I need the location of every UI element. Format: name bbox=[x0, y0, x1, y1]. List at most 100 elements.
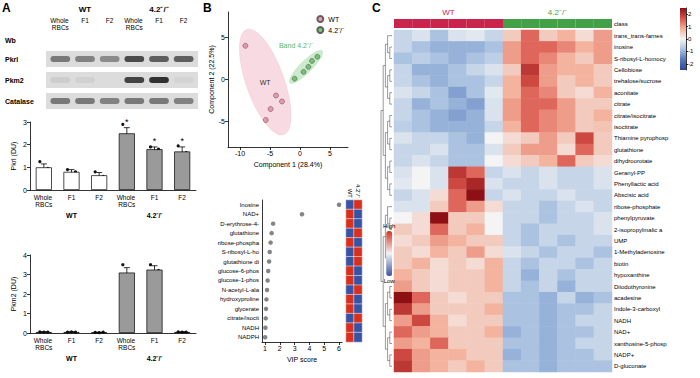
svg-text:-1: -1 bbox=[688, 48, 694, 54]
svg-text:0: 0 bbox=[298, 150, 302, 157]
svg-text:B: B bbox=[203, 1, 212, 15]
svg-text:4.2⁻/⁻: 4.2⁻/⁻ bbox=[355, 184, 361, 198]
svg-text:trehalose/sucrose: trehalose/sucrose bbox=[614, 78, 662, 84]
svg-text:F2: F2 bbox=[180, 17, 188, 24]
svg-text:glucose-1-phos: glucose-1-phos bbox=[218, 277, 259, 283]
svg-text:5: 5 bbox=[221, 34, 225, 41]
svg-text:WT: WT bbox=[260, 79, 272, 86]
svg-text:NAD+: NAD+ bbox=[614, 329, 631, 335]
svg-text:NADPH: NADPH bbox=[238, 334, 259, 340]
svg-text:S-ribosyl-L-homocy: S-ribosyl-L-homocy bbox=[614, 56, 666, 62]
svg-text:1: 1 bbox=[688, 24, 692, 30]
svg-text:4.2⁻/⁻: 4.2⁻/⁻ bbox=[548, 8, 567, 17]
svg-text:*: * bbox=[180, 136, 184, 146]
svg-text:RBCs: RBCs bbox=[35, 344, 53, 351]
svg-text:1: 1 bbox=[23, 164, 27, 171]
svg-text:4.2⁻/⁻: 4.2⁻/⁻ bbox=[147, 355, 164, 362]
svg-text:*: * bbox=[125, 117, 129, 127]
svg-text:glutathione: glutathione bbox=[230, 230, 260, 236]
svg-text:acadesine: acadesine bbox=[614, 295, 642, 301]
svg-text:RBCs: RBCs bbox=[118, 201, 136, 208]
svg-text:Phenyllactic acid: Phenyllactic acid bbox=[614, 181, 659, 187]
svg-text:Low: Low bbox=[384, 278, 396, 284]
svg-text:xanthosine-5-phosp: xanthosine-5-phosp bbox=[614, 341, 667, 347]
svg-text:Component 1 (28.4%): Component 1 (28.4%) bbox=[254, 161, 322, 169]
svg-text:F1: F1 bbox=[151, 194, 159, 201]
svg-text:Thiamine pyrophosp: Thiamine pyrophosp bbox=[614, 135, 669, 141]
svg-text:Pkm2: Pkm2 bbox=[5, 77, 24, 84]
svg-text:Cellobiose: Cellobiose bbox=[614, 67, 643, 73]
svg-text:4.2⁻/⁻: 4.2⁻/⁻ bbox=[147, 212, 164, 219]
svg-text:F2: F2 bbox=[106, 17, 114, 24]
svg-text:Pkm2 (DU): Pkm2 (DU) bbox=[10, 277, 18, 312]
svg-text:3: 3 bbox=[293, 345, 297, 352]
svg-text:-5: -5 bbox=[267, 150, 273, 157]
svg-text:-2: -2 bbox=[688, 61, 694, 67]
svg-text:1: 1 bbox=[23, 310, 27, 317]
svg-text:F1: F1 bbox=[81, 17, 89, 24]
svg-text:N-acetyl-L-ala: N-acetyl-L-ala bbox=[222, 287, 260, 293]
svg-text:citrate/isocit: citrate/isocit bbox=[227, 315, 259, 321]
svg-text:5: 5 bbox=[328, 150, 332, 157]
svg-text:Abscisic acid: Abscisic acid bbox=[614, 192, 649, 198]
svg-text:F1: F1 bbox=[68, 337, 76, 344]
svg-text:NAD+: NAD+ bbox=[243, 211, 260, 217]
svg-text:hydroxyproline: hydroxyproline bbox=[220, 296, 260, 302]
svg-text:A: A bbox=[2, 1, 11, 15]
svg-text:Whole: Whole bbox=[124, 17, 144, 24]
svg-text:2-isopropylmalic a: 2-isopropylmalic a bbox=[614, 227, 663, 233]
svg-text:dihydroorotate: dihydroorotate bbox=[614, 158, 653, 164]
svg-text:2: 2 bbox=[278, 345, 282, 352]
svg-text:S-ribosyl-L-ho: S-ribosyl-L-ho bbox=[222, 249, 260, 255]
svg-text:Pkrl (DU): Pkrl (DU) bbox=[10, 142, 18, 171]
svg-text:WT: WT bbox=[328, 16, 340, 23]
svg-text:UMP: UMP bbox=[614, 238, 627, 244]
svg-text:Whole: Whole bbox=[34, 337, 54, 344]
svg-text:-5: -5 bbox=[219, 118, 225, 125]
svg-text:NADP+: NADP+ bbox=[614, 352, 635, 358]
svg-text:glutathione di: glutathione di bbox=[223, 259, 259, 265]
svg-text:phenylpyruvate: phenylpyruvate bbox=[614, 215, 655, 221]
svg-text:Band 4.2⁻/⁻: Band 4.2⁻/⁻ bbox=[279, 42, 314, 49]
svg-text:ribose-phospha: ribose-phospha bbox=[218, 240, 260, 246]
svg-text:ribose-phosphate: ribose-phosphate bbox=[614, 204, 661, 210]
svg-text:D-erythrose-4-: D-erythrose-4- bbox=[220, 221, 259, 227]
svg-text:isocitrate: isocitrate bbox=[614, 124, 639, 130]
svg-text:D-gluconate: D-gluconate bbox=[614, 363, 647, 369]
svg-text:0: 0 bbox=[688, 36, 692, 42]
svg-text:4.2⁻/⁻: 4.2⁻/⁻ bbox=[149, 5, 168, 14]
svg-text:glutathione: glutathione bbox=[614, 147, 644, 153]
svg-text:F2: F2 bbox=[178, 337, 186, 344]
svg-text:glucose-6-phos: glucose-6-phos bbox=[218, 268, 259, 274]
svg-text:1: 1 bbox=[263, 345, 267, 352]
svg-text:aconitate: aconitate bbox=[614, 90, 639, 96]
svg-text:Geranyl-PP: Geranyl-PP bbox=[614, 170, 645, 176]
svg-text:Whole: Whole bbox=[117, 337, 137, 344]
svg-text:inosine: inosine bbox=[614, 44, 634, 50]
svg-text:citrate: citrate bbox=[614, 101, 631, 107]
svg-text:citrate/isocitrate: citrate/isocitrate bbox=[614, 113, 657, 119]
svg-text:F2: F2 bbox=[178, 194, 186, 201]
svg-text:3: 3 bbox=[23, 271, 27, 278]
svg-text:NADH: NADH bbox=[242, 325, 259, 331]
svg-text:glycerate: glycerate bbox=[235, 306, 260, 312]
svg-text:0: 0 bbox=[23, 330, 27, 337]
svg-text:-10: -10 bbox=[235, 150, 245, 157]
svg-text:RBCs: RBCs bbox=[52, 24, 70, 31]
svg-text:Diiodothyronine: Diiodothyronine bbox=[614, 284, 656, 290]
svg-text:6: 6 bbox=[337, 345, 341, 352]
svg-text:F1: F1 bbox=[151, 337, 159, 344]
svg-text:4.2⁻/⁻: 4.2⁻/⁻ bbox=[328, 27, 345, 34]
svg-text:Whole: Whole bbox=[50, 17, 70, 24]
svg-text:Catalase: Catalase bbox=[5, 98, 34, 105]
svg-text:F2: F2 bbox=[95, 337, 103, 344]
svg-text:Inosine: Inosine bbox=[240, 202, 260, 208]
svg-text:4: 4 bbox=[23, 252, 27, 259]
svg-text:Pkrl: Pkrl bbox=[5, 56, 18, 63]
svg-text:*: * bbox=[153, 136, 157, 146]
svg-text:3: 3 bbox=[23, 119, 27, 126]
svg-text:2: 2 bbox=[23, 141, 27, 148]
svg-text:F1: F1 bbox=[155, 17, 163, 24]
svg-text:1-Methyladenosine: 1-Methyladenosine bbox=[614, 249, 665, 255]
svg-text:WT: WT bbox=[79, 5, 92, 14]
